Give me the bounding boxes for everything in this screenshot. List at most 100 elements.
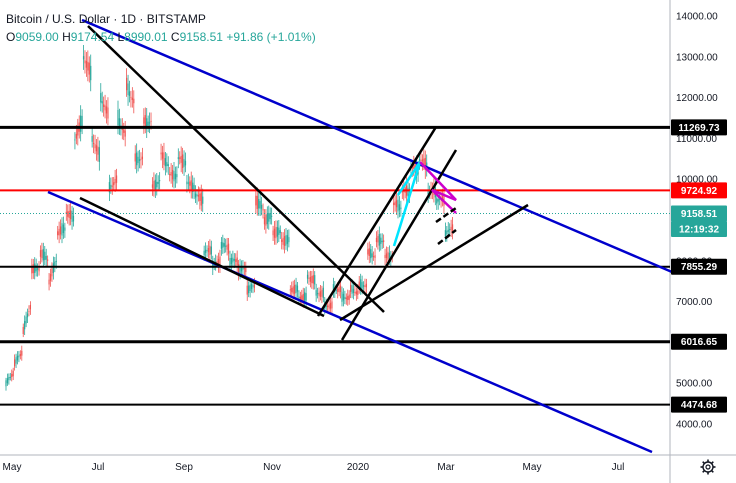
price-tag: [671, 333, 727, 350]
candle-body: [148, 122, 151, 124]
candle-body: [250, 284, 253, 289]
candle-body: [235, 259, 237, 262]
price-tag: [671, 220, 727, 237]
candle-body: [269, 213, 271, 220]
candle-body: [52, 263, 54, 273]
candle-body: [331, 301, 333, 309]
candle-body: [90, 65, 92, 81]
candle-body: [133, 98, 135, 104]
candle-body: [207, 248, 210, 253]
close-label: C: [170, 30, 180, 44]
candle-body: [315, 290, 317, 296]
candle-body: [337, 288, 339, 292]
trendline-rising-3[interactable]: [339, 203, 529, 322]
candle-body: [437, 199, 439, 202]
candle-body: [65, 211, 67, 214]
price-tag: [671, 396, 727, 413]
flag-upper-line[interactable]: [435, 206, 457, 224]
candle-body: [243, 268, 245, 270]
candle-body: [311, 276, 313, 284]
close-value: 9158.51: [179, 30, 223, 44]
candle-body: [182, 154, 184, 168]
candle-body: [339, 285, 342, 292]
channel-lower-line[interactable]: [47, 190, 653, 454]
candle-body: [223, 243, 225, 247]
candle-body: [367, 249, 369, 255]
trendline-rising-1[interactable]: [316, 126, 438, 317]
candle-body: [190, 180, 192, 191]
channel-upper-line[interactable]: [81, 18, 673, 274]
price-tick-label: 7000.00: [676, 297, 713, 308]
open-value: 9059.00: [15, 30, 59, 44]
trendline-descending-1[interactable]: [87, 25, 385, 313]
time-tick-label: May: [523, 462, 542, 473]
candle-body: [124, 130, 126, 137]
candle-body: [222, 242, 224, 248]
candle-body: [281, 239, 283, 242]
candle-body: [118, 118, 121, 127]
open-label: O: [6, 30, 16, 44]
candle-body: [446, 230, 448, 235]
candle-body: [187, 182, 189, 184]
high-label: H: [62, 30, 71, 44]
candle-body: [219, 256, 221, 268]
candle-body: [306, 274, 309, 279]
price-tag-label: 4474.68: [681, 400, 718, 411]
candle-body: [314, 275, 316, 285]
candle-body: [39, 250, 42, 257]
candle-body: [233, 258, 235, 261]
price-tick-label: 13000.00: [676, 52, 718, 63]
candle-body: [421, 159, 424, 162]
candle-body: [385, 253, 388, 259]
candle-body: [252, 285, 254, 287]
trendline-descending-2[interactable]: [79, 196, 325, 318]
candle-body: [246, 285, 248, 295]
symbol-title[interactable]: Bitcoin / U.S. Dollar: [6, 12, 111, 26]
candle-body: [47, 259, 49, 261]
flag-lower-line[interactable]: [437, 229, 457, 245]
price-tag: [671, 258, 727, 275]
candle-body: [173, 171, 175, 182]
candle-body: [352, 288, 355, 293]
candle-body: [8, 377, 10, 381]
time-tick-label: Jul: [92, 462, 105, 473]
candle-body: [134, 153, 136, 162]
candle-body: [169, 174, 171, 176]
candle-body: [160, 152, 162, 155]
candle-body: [111, 185, 113, 187]
candle-body: [361, 282, 363, 289]
candle-body: [189, 181, 191, 186]
gear-icon[interactable]: [700, 459, 716, 475]
candle-body: [91, 136, 93, 142]
candle-body: [88, 62, 90, 75]
candle-body: [424, 157, 426, 170]
pattern-magenta[interactable]: [419, 161, 457, 214]
candle-body: [375, 237, 378, 243]
trendline-rising-2[interactable]: [340, 149, 458, 341]
candle-body: [263, 217, 266, 225]
candle-body: [67, 211, 69, 217]
candle-body: [192, 182, 194, 193]
price-tick-label: 4000.00: [676, 420, 713, 431]
candle-body: [256, 195, 258, 209]
candle-body: [48, 279, 50, 285]
candle-body: [21, 350, 23, 356]
candle-body: [141, 156, 144, 160]
candle-body: [348, 294, 350, 300]
price-tick-label: 14000.00: [676, 12, 718, 23]
candle-body: [236, 257, 238, 266]
candle-body: [157, 181, 159, 184]
candle-body: [150, 120, 152, 122]
candle-body: [289, 289, 291, 291]
candle-body: [95, 145, 98, 152]
candle-body: [394, 201, 396, 206]
candle-body: [288, 237, 290, 243]
candle-body: [240, 265, 243, 272]
candle-body: [147, 121, 149, 126]
candle-body: [443, 193, 445, 206]
candle-body: [62, 224, 65, 234]
price-tag-label: 6016.65: [681, 337, 718, 348]
interval-label[interactable]: 1D: [120, 12, 137, 26]
candle-body: [397, 199, 399, 212]
